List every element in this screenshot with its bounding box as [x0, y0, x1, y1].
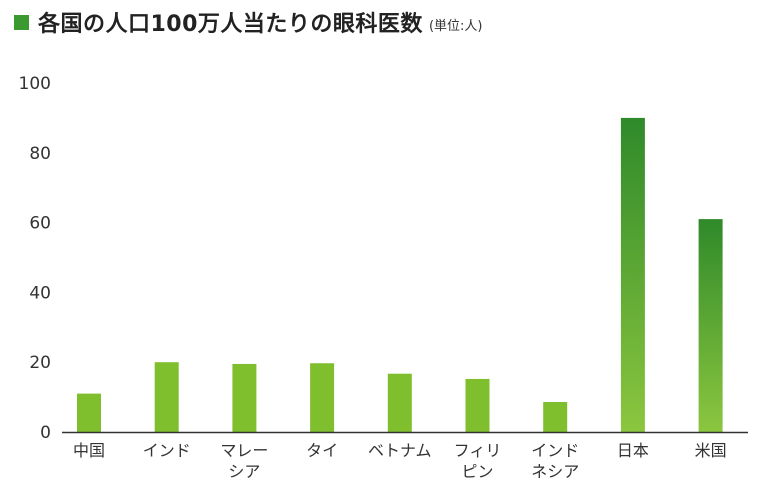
x-tick-label: 日本 [617, 441, 649, 460]
x-tick-label: タイ [306, 441, 338, 460]
x-tick-label: フィリ [454, 441, 502, 460]
bars [77, 117, 723, 433]
y-tick-label: 80 [29, 144, 51, 164]
bar [620, 117, 645, 433]
y-tick-label: 40 [29, 283, 51, 303]
chart-title: 各国の人口100万人当たりの眼科医数 [38, 12, 423, 37]
x-tick-label: ベトナム [368, 441, 432, 460]
bar [154, 362, 179, 432]
x-tick-label: シア [228, 462, 260, 481]
bar [698, 219, 723, 432]
chart-unit: (単位:人) [428, 18, 483, 34]
x-tick-label: インド [531, 441, 579, 460]
x-tick-label: ピン [461, 462, 493, 481]
chart-title-row: 各国の人口100万人当たりの眼科医数 (単位:人) [14, 4, 482, 40]
x-tick-label: インド [143, 441, 191, 460]
bar [465, 378, 490, 432]
x-tick-label: 中国 [73, 441, 105, 460]
bar [232, 363, 257, 432]
bar [310, 363, 335, 432]
y-tick-label: 100 [19, 74, 51, 94]
bar [387, 373, 412, 432]
x-tick-label: ネシア [531, 462, 579, 481]
title-square-icon [14, 14, 29, 30]
y-tick-label: 0 [40, 423, 51, 443]
y-tick-label: 20 [29, 353, 51, 373]
x-tick-label: 米国 [695, 441, 727, 460]
y-axis-ticks: 0 20 40 60 80 100 [19, 74, 51, 443]
bar [543, 401, 568, 432]
y-tick-label: 60 [29, 214, 51, 234]
x-tick-label: マレー [220, 441, 268, 460]
bar [77, 393, 101, 432]
